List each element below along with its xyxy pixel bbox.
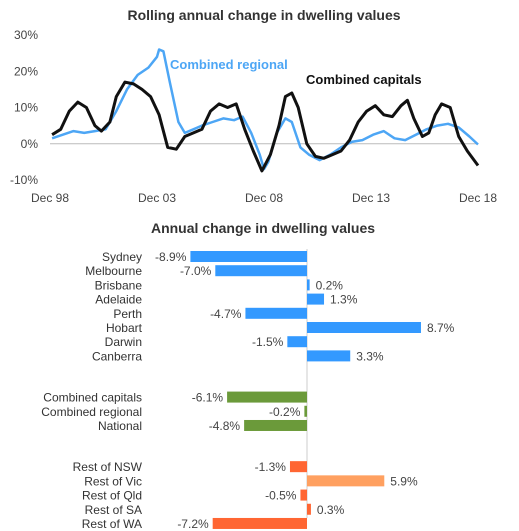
bar <box>307 293 325 305</box>
value-label: 0.2% <box>316 278 344 292</box>
bar <box>300 489 307 501</box>
x-tick-label: Dec 03 <box>138 191 176 205</box>
value-label: -6.1% <box>192 391 224 405</box>
bar <box>307 475 385 487</box>
value-label: 8.7% <box>427 321 455 335</box>
line-chart: 30% 20% 10% 0% -10% Dec 98 Dec 03 Dec 08 Dec 13 D… <box>10 28 497 205</box>
category-label: Sydney <box>102 250 142 264</box>
value-label: -8.9% <box>155 250 187 264</box>
series-label-combined-capitals: Combined capitals <box>306 72 422 87</box>
line-chart-title: Rolling annual change in dwelling values <box>127 7 400 23</box>
series-line-combined-regional <box>51 48 479 171</box>
value-label: -7.2% <box>177 517 209 531</box>
bar <box>190 251 307 262</box>
bar <box>307 322 421 333</box>
category-label: Perth <box>113 307 142 321</box>
bar <box>307 350 351 362</box>
category-label: Rest of WA <box>82 517 142 531</box>
value-label: 5.9% <box>390 474 418 488</box>
category-label: Darwin <box>105 335 142 349</box>
bar-chart-title: Annual change in dwelling values <box>151 220 375 236</box>
value-label: -0.2% <box>269 405 301 419</box>
x-tick-label: Dec 98 <box>31 191 69 205</box>
bar <box>244 419 307 431</box>
bar <box>212 517 307 529</box>
category-label: National <box>98 419 142 433</box>
y-tick-label: -10% <box>10 173 38 187</box>
value-label: -1.3% <box>255 460 287 474</box>
x-tick-label: Dec 08 <box>245 191 283 205</box>
category-label: Melbourne <box>85 264 142 278</box>
category-label: Rest of Vic <box>84 474 142 488</box>
bar <box>289 461 307 473</box>
value-label: -4.7% <box>210 307 242 321</box>
value-label: 3.3% <box>356 349 384 363</box>
value-label: -7.0% <box>180 264 212 278</box>
category-label: Hobart <box>106 321 143 335</box>
category-label: Rest of NSW <box>73 460 143 474</box>
bar <box>245 307 307 319</box>
y-tick-label: 0% <box>21 137 39 151</box>
category-label: Combined regional <box>41 405 142 419</box>
y-tick-label: 30% <box>14 28 38 42</box>
y-tick-label: 10% <box>14 101 38 115</box>
category-label: Rest of Qld <box>82 489 142 503</box>
value-label: 1.3% <box>330 293 358 307</box>
bar <box>215 265 307 277</box>
category-label: Brisbane <box>95 278 143 292</box>
bar <box>307 503 311 515</box>
bar <box>227 391 307 403</box>
value-label: -1.5% <box>252 335 284 349</box>
category-label: Rest of SA <box>85 503 142 517</box>
value-label: 0.3% <box>317 503 345 517</box>
value-label: -0.5% <box>265 489 297 503</box>
category-label: Adelaide <box>95 293 142 307</box>
series-line-combined-capitals <box>51 80 480 173</box>
y-tick-label: 20% <box>14 64 38 78</box>
bar-chart: Sydney -8.9% Melbourne -7.0% Brisbane 0.2% Ade… <box>41 249 455 531</box>
category-label: Combined capitals <box>43 391 142 405</box>
bar <box>287 336 307 348</box>
bar <box>304 405 307 417</box>
x-tick-label: Dec 18 <box>459 191 497 205</box>
bar <box>307 279 310 291</box>
value-label: -4.8% <box>209 419 241 433</box>
category-label: Canberra <box>92 349 142 363</box>
series-label-combined-regional: Combined regional <box>170 57 288 72</box>
x-tick-label: Dec 13 <box>352 191 390 205</box>
